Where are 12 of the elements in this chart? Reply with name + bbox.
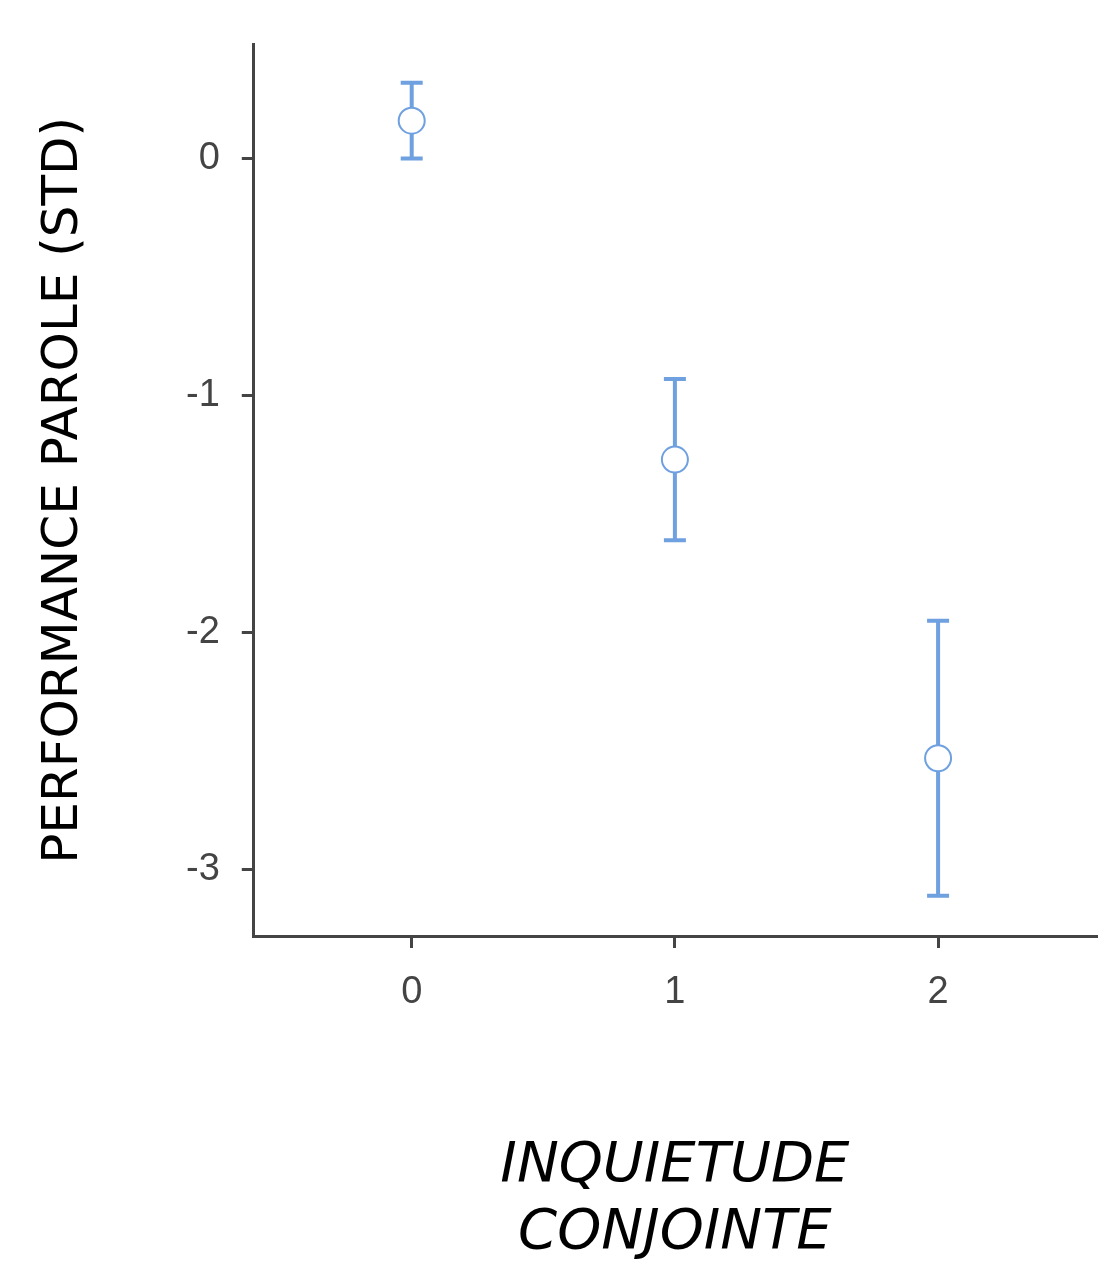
y-tick-label: 0 <box>198 135 220 178</box>
x-tick-label: 1 <box>664 969 686 1012</box>
point <box>660 445 689 474</box>
point <box>924 744 953 773</box>
y-tick-label: -2 <box>185 609 220 652</box>
x-tick-label: 0 <box>401 969 423 1012</box>
y-tick-label: -3 <box>185 846 220 889</box>
x-axis-title: INQUIETUDE CONJOINTE <box>500 1128 851 1261</box>
y-tick-label: -1 <box>185 372 220 415</box>
x-tick-label: 2 <box>927 969 949 1012</box>
y-axis-title: PERFORMANCE PAROLE (STD) <box>30 116 89 864</box>
point <box>397 106 426 135</box>
